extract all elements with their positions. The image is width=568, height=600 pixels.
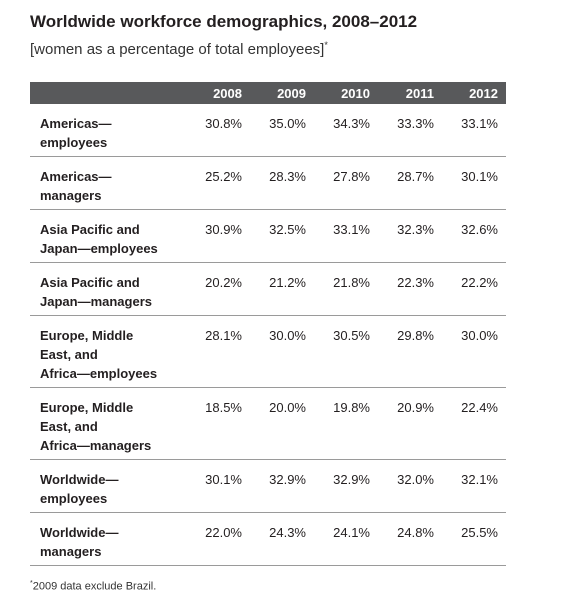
subtitle-mark: * <box>324 40 328 50</box>
cell-value: 32.0% <box>397 472 434 487</box>
cell-value: 22.3% <box>397 275 434 290</box>
cell-value: 27.8% <box>333 169 370 184</box>
cell-value: 20.2% <box>205 275 242 290</box>
cell-value: 21.2% <box>269 275 306 290</box>
cell-value: 28.3% <box>269 169 306 184</box>
table-row: Worldwide— managers 22.0% 24.3% 24.1% 24.8% 25… <box>30 513 506 566</box>
row-label-line: Africa—managers <box>40 438 152 453</box>
row-label-line: Asia Pacific and <box>40 222 140 237</box>
cell-value: 30.9% <box>205 222 242 237</box>
row-label-line: employees <box>40 491 108 506</box>
cell-value: 32.1% <box>461 472 498 487</box>
cell-value: 32.3% <box>397 222 434 237</box>
row-label: Americas— employees <box>30 114 180 152</box>
cell-value: 30.5% <box>333 328 370 343</box>
cell-value: 30.0% <box>461 328 498 343</box>
row-label: Worldwide— employees <box>30 470 180 508</box>
row-label-line: Africa—employees <box>40 366 158 381</box>
cell-value: 22.4% <box>461 400 498 415</box>
cell-value: 30.1% <box>205 472 242 487</box>
cell-value: 28.7% <box>397 169 434 184</box>
header-blank <box>30 82 180 104</box>
row-label-line: Japan—managers <box>40 294 152 309</box>
row-label-line: East, and <box>40 347 98 362</box>
cell-value: 32.5% <box>269 222 306 237</box>
cell-value: 20.0% <box>269 400 306 415</box>
cell-value: 25.2% <box>205 169 242 184</box>
row-label-line: Europe, Middle <box>40 400 134 415</box>
cell-value: 28.1% <box>205 328 242 343</box>
table-row: Asia Pacific and Japan—managers 20.2% 21.2%… <box>30 263 506 316</box>
row-label-line: Americas— <box>40 116 112 131</box>
row-label-line: Japan—employees <box>40 241 158 256</box>
cell-value: 20.9% <box>397 400 434 415</box>
footnote-mark: * <box>30 580 33 587</box>
table-row: Europe, Middle East, and Africa—employees 2… <box>30 316 506 388</box>
row-label-line: Americas— <box>40 169 112 184</box>
cell-value: 32.9% <box>269 472 306 487</box>
cell-value: 30.0% <box>269 328 306 343</box>
cell-value: 33.1% <box>461 116 498 131</box>
cell-value: 19.8% <box>333 400 370 415</box>
row-label-line: Worldwide— <box>40 525 119 540</box>
cell-value: 21.8% <box>333 275 370 290</box>
title: Worldwide workforce demographics, 2008–2… <box>30 12 418 31</box>
row-label-line: Europe, Middle <box>40 328 134 343</box>
cell-value: 34.3% <box>333 116 370 131</box>
column-header: 2012 <box>469 85 498 101</box>
row-label-line: managers <box>40 188 102 203</box>
table: 2008 2009 2010 2011 2012 Americas— employees 30… <box>30 82 506 566</box>
footnote: *2009 data exclude Brazil. <box>30 580 156 593</box>
row-label-line: East, and <box>40 419 98 434</box>
subtitle-text: [women as a percentage of total employee… <box>30 41 325 58</box>
table-row: Americas— managers 25.2% 28.3% 27.8% 28.7% 30.… <box>30 157 506 210</box>
cell-value: 32.9% <box>333 472 370 487</box>
row-label-line: Asia Pacific and <box>40 275 140 290</box>
column-header: 2009 <box>277 85 306 101</box>
cell-value: 22.2% <box>461 275 498 290</box>
cell-value: 32.6% <box>461 222 498 237</box>
row-label-line: employees <box>40 135 108 150</box>
table-row: Americas— employees 30.8% 35.0% 34.3% 33.3% 33… <box>30 104 506 157</box>
row-label: Americas— managers <box>30 167 180 205</box>
cell-value: 18.5% <box>205 400 242 415</box>
cell-value: 24.8% <box>397 525 434 540</box>
cell-value: 22.0% <box>205 525 242 540</box>
table-row: Worldwide— employees 30.1% 32.9% 32.9% 32.0% 3… <box>30 460 506 513</box>
row-label: Asia Pacific and Japan—employees <box>30 220 180 258</box>
header-row: 2008 2009 2010 2011 2012 <box>30 82 506 104</box>
cell-value: 30.1% <box>461 169 498 184</box>
column-header: 2011 <box>405 85 434 101</box>
row-label: Europe, Middle East, and Africa—managers <box>30 398 180 455</box>
subtitle: [women as a percentage of total employee… <box>30 40 328 58</box>
table-row: Europe, Middle East, and Africa—managers 18… <box>30 388 506 460</box>
row-label-line: managers <box>40 544 102 559</box>
column-header: 2010 <box>341 85 370 101</box>
cell-value: 33.3% <box>397 116 434 131</box>
cell-value: 30.8% <box>205 116 242 131</box>
row-label: Worldwide— managers <box>30 523 180 561</box>
column-header: 2008 <box>213 85 242 101</box>
cell-value: 29.8% <box>397 328 434 343</box>
row-label-line: Worldwide— <box>40 472 119 487</box>
table-row: Asia Pacific and Japan—employees 30.9% 32.5… <box>30 210 506 263</box>
cell-value: 24.1% <box>333 525 370 540</box>
cell-value: 24.3% <box>269 525 306 540</box>
row-label: Asia Pacific and Japan—managers <box>30 273 180 311</box>
cell-value: 33.1% <box>333 222 370 237</box>
footnote-text: 2009 data exclude Brazil. <box>32 580 157 593</box>
cell-value: 35.0% <box>269 116 306 131</box>
row-label: Europe, Middle East, and Africa—employees <box>30 326 180 383</box>
cell-value: 25.5% <box>461 525 498 540</box>
